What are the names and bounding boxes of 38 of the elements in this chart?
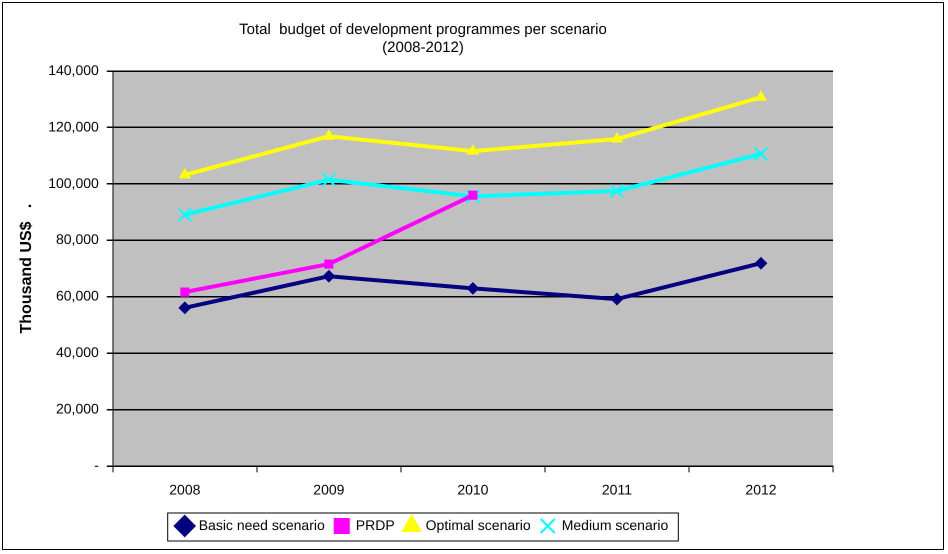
y-tick-label: 20,000 bbox=[56, 400, 100, 417]
x-tick-label: 2008 bbox=[169, 481, 201, 498]
y-tick-label: 40,000 bbox=[56, 344, 100, 360]
legend-label: Basic need scenario bbox=[198, 516, 325, 533]
point bbox=[324, 260, 334, 269]
y-tick-label: 140,000 bbox=[48, 62, 100, 78]
point bbox=[612, 133, 622, 143]
point bbox=[177, 207, 192, 222]
point bbox=[754, 146, 768, 162]
x-tick-label: 2009 bbox=[313, 481, 345, 498]
point bbox=[466, 188, 480, 204]
y-tick-label: 100,000 bbox=[48, 174, 100, 191]
point bbox=[322, 172, 336, 188]
y-tick-label: 80,000 bbox=[56, 231, 100, 248]
text: Total budget of development programmes per scenario bbox=[239, 21, 607, 38]
legend-label: Medium scenario bbox=[562, 516, 669, 533]
point bbox=[324, 130, 334, 140]
point bbox=[178, 302, 191, 314]
x-tick-label: 2010 bbox=[457, 481, 489, 498]
y-tick-label: 60,000 bbox=[56, 288, 100, 304]
legend-label: Optimal scenario bbox=[426, 516, 531, 533]
point bbox=[468, 145, 478, 155]
point bbox=[754, 257, 767, 270]
point bbox=[610, 184, 624, 198]
point bbox=[756, 91, 766, 101]
point bbox=[322, 270, 335, 282]
point bbox=[466, 282, 479, 294]
point bbox=[468, 190, 478, 200]
x-tick-label: 2012 bbox=[745, 481, 777, 498]
y-tick-label: 120,000 bbox=[48, 118, 100, 134]
point bbox=[180, 287, 190, 297]
text: (2008-2012) bbox=[382, 39, 464, 56]
y-tick-label: - bbox=[94, 457, 100, 474]
x-tick-label: 2011 bbox=[602, 481, 632, 498]
legend-label: PRDP bbox=[356, 516, 395, 533]
y-axis-title: Thousand US$ . bbox=[18, 204, 36, 334]
point bbox=[610, 293, 623, 306]
point bbox=[179, 168, 190, 178]
